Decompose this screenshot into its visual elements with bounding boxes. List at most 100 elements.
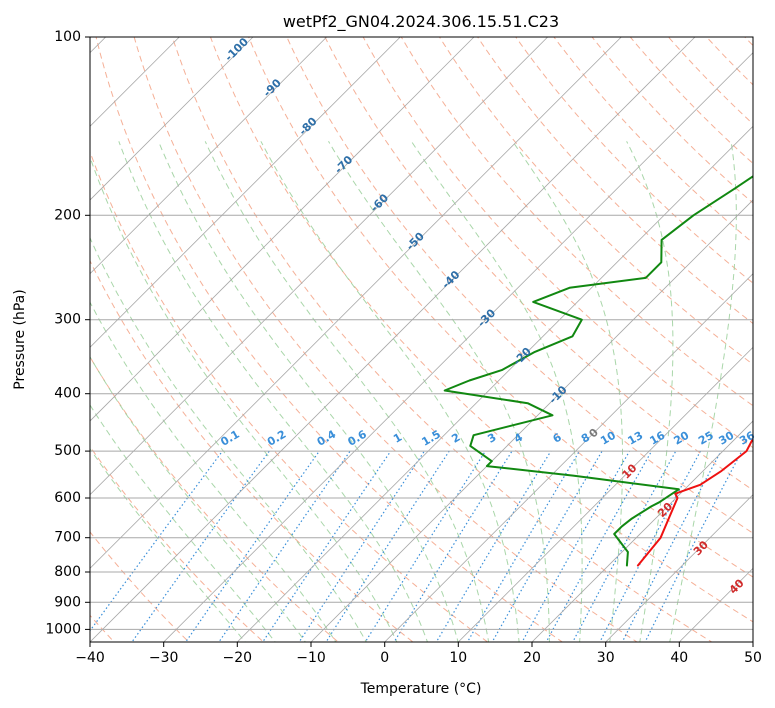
dry-adiabat-label: -60: [368, 191, 391, 214]
dry-adiabat: [324, 37, 753, 491]
x-axis-label: Temperature (°C): [360, 681, 482, 697]
dry-adiabat-label: -40: [439, 268, 462, 291]
y-tick-label: 100: [54, 29, 81, 45]
dry-adiabat: [770, 24, 775, 654]
dry-adiabat: [90, 531, 190, 642]
dry-adiabat-label: -50: [404, 230, 427, 253]
x-tick-label: 40: [670, 650, 688, 666]
moist-adiabat: [90, 236, 367, 642]
moist-adiabat: [669, 141, 737, 642]
background-lines: [90, 24, 775, 654]
isotherm-line: [237, 125, 753, 642]
isotherm-line: [90, 37, 622, 569]
mixing-ratio-line: [298, 450, 425, 642]
x-tick-label: −20: [223, 650, 253, 666]
mixing-ratio-line: [90, 450, 223, 632]
isotherm-line: [605, 494, 753, 642]
moist-adiabat: [204, 141, 490, 642]
moist-adiabat: [158, 141, 459, 642]
plot-frame: [89, 36, 754, 643]
mixing-ratio-line: [491, 450, 603, 642]
isotherm-line: [90, 37, 696, 642]
dry-adiabat-label: 40: [727, 576, 747, 596]
dry-adiabat: [95, 37, 564, 642]
dry-adiabat: [362, 37, 753, 449]
x-tick-label: 50: [744, 650, 762, 666]
moist-adiabat: [90, 404, 276, 642]
isotherm-line: [458, 346, 753, 642]
dry-adiabat-label: -80: [296, 114, 319, 137]
dry-adiabat-label: -90: [261, 76, 284, 99]
mixing-ratio-label: 10: [598, 429, 618, 448]
moist-adiabat: [626, 141, 674, 642]
x-tick-label: 0: [380, 650, 389, 666]
dry-adiabat: [248, 37, 753, 578]
pressure-gridlines: [90, 37, 753, 630]
moist-adiabat: [90, 155, 398, 642]
mixing-ratio-label: 4: [512, 430, 525, 445]
dry-adiabat: [90, 356, 339, 642]
y-tick-label: 200: [54, 207, 81, 223]
y-tick-label: 300: [54, 312, 81, 328]
mixing-ratio-label: 0.4: [315, 427, 339, 448]
isotherm-line: [163, 52, 753, 642]
mixing-ratio-label: 0.2: [265, 428, 288, 449]
isotherm-line: [384, 273, 753, 642]
dry-adiabat: [90, 259, 414, 642]
moist-adiabat: [328, 141, 550, 642]
mixing-ratio-line: [393, 450, 513, 642]
y-tick-label: 500: [54, 443, 81, 459]
mixing-ratio-line: [466, 450, 580, 642]
adiabat-labels: -100-90-80-70-60-50-40-30-20-10010203040…: [218, 35, 757, 597]
moist-adiabat: [410, 141, 583, 642]
dry-adiabat: [744, 37, 753, 47]
x-tick-label: −10: [296, 650, 326, 666]
mixing-ratio-label: 3: [485, 431, 498, 446]
mixing-ratio-label: 30: [717, 429, 737, 448]
x-tick-label: 30: [597, 650, 615, 666]
dry-adiabat: [591, 37, 753, 204]
moist-adiabat: [118, 141, 429, 642]
mixing-ratio-line: [184, 450, 320, 642]
mixing-ratio-line: [218, 450, 351, 642]
y-tick-label: 900: [54, 594, 81, 610]
dry-adiabat: [90, 445, 265, 642]
isotherm-line: [310, 199, 753, 642]
x-tick-label: 20: [523, 650, 541, 666]
mixing-ratio-line: [131, 450, 270, 642]
moist-adiabat: [512, 141, 623, 642]
dry-adiabat: [438, 37, 753, 366]
mixing-ratio-line: [435, 450, 552, 642]
mixing-ratio-label: 0.6: [345, 427, 369, 448]
y-axis-label: Pressure (hPa): [12, 289, 28, 389]
y-tick-label: 700: [54, 530, 81, 546]
temperature-line: [636, 436, 753, 567]
moist-adiabat: [90, 301, 337, 642]
isotherm-line: [90, 37, 254, 201]
x-tick-label: −30: [149, 650, 179, 666]
mixing-ratio-label: 6: [551, 430, 564, 445]
y-tick-label: 800: [54, 564, 81, 580]
dry-adiabat: [400, 37, 753, 407]
x-axis-ticks: −40 −30 −20 −10 0 10 20 30 40 50: [75, 642, 762, 666]
chart-title: wetPf2_GN04.2024.306.15.51.C23: [283, 12, 559, 32]
moist-adiabat: [90, 447, 246, 642]
dewpoint-line: [443, 175, 753, 567]
dry-adiabat-label: 30: [691, 538, 711, 558]
dry-adiabat: [553, 37, 753, 244]
mixing-ratio-label: 36: [737, 429, 757, 448]
mixing-ratio-label: 1: [391, 431, 404, 446]
isotherm-line: [531, 420, 753, 642]
dry-adiabat-label: -100: [222, 35, 251, 64]
dry-adiabat: [90, 150, 489, 642]
dry-adiabat: [286, 37, 753, 534]
isotherm-line: [90, 37, 475, 422]
isotherm-line: [90, 37, 548, 496]
isotherm-line: [90, 37, 401, 348]
mixing-ratio-line: [262, 450, 392, 642]
mixing-ratio-line: [545, 450, 653, 642]
sounding-series: [443, 175, 753, 567]
dry-adiabat: [667, 37, 753, 125]
dry-adiabat: [133, 37, 638, 642]
